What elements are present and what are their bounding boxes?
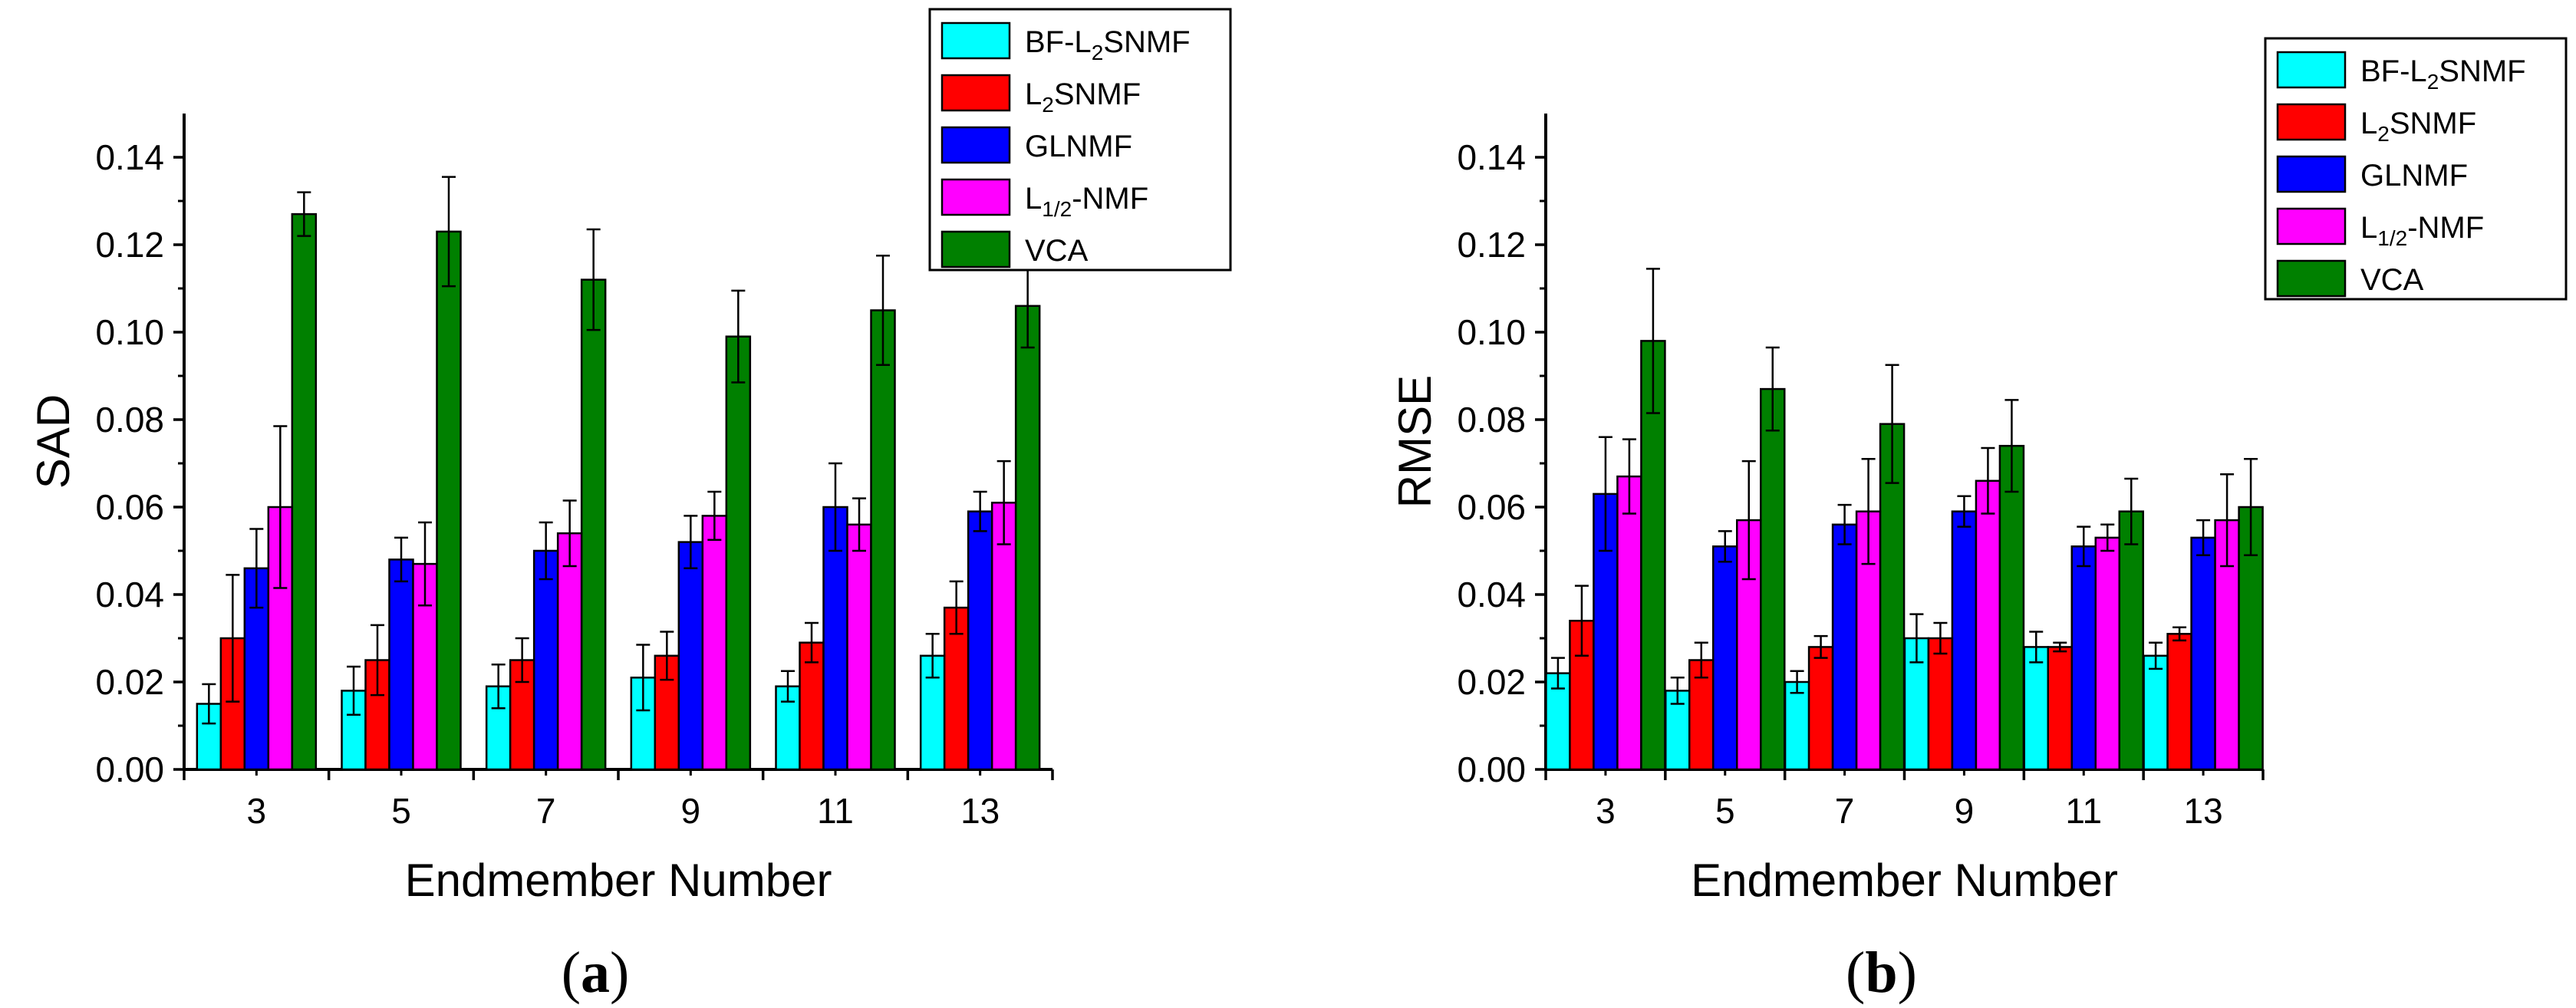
bar-l2snmf [1807,646,1834,771]
legend-label: L2SNMF [1025,77,1141,117]
legend-label: L2SNMF [2360,107,2476,146]
x-tick-label: 11 [817,791,854,831]
bar-l2snmf [2047,646,2073,771]
y-axis-title: RMSE [1389,375,1441,508]
bar-glnmf [2190,536,2216,771]
legend-swatch [2276,207,2347,245]
bar-l1-2-nmf [1616,475,1642,771]
bar-vca [1014,305,1041,771]
legend-swatch [940,178,1011,216]
bar-l2snmf [1927,637,1954,771]
bar-bf-l2snmf [2143,654,2169,771]
x-tick-label: 11 [2065,791,2102,831]
bar-l1-2-nmf [556,532,583,771]
y-tick-label: 0.14 [1457,137,1526,177]
y-tick-label: 0.12 [1457,225,1526,265]
bar-vca [1879,423,1906,771]
y-tick-label: 0.00 [95,749,164,789]
y-tick-label: 0.06 [95,487,164,527]
x-tick-label: 7 [1835,791,1855,831]
legend-label: BF-L2SNMF [1025,25,1191,64]
legend-label: L1/2-NMF [1025,182,1148,221]
bar-glnmf [1831,523,1858,771]
bar-l1-2-nmf [701,515,728,771]
bar-vca [1760,387,1786,771]
bar-l1-2-nmf [1975,479,2001,771]
bar-vca [2118,510,2144,771]
bar-vca [291,212,318,771]
bar-vca [870,309,896,771]
y-tick-label: 0.00 [1457,749,1526,789]
legend-swatch [2276,259,2347,298]
y-tick-label: 0.06 [1457,487,1526,527]
y-tick-label: 0.12 [95,225,164,265]
bar-vca [1998,444,2025,771]
bar-bf-l2snmf [2023,646,2049,771]
y-tick-label: 0.08 [1457,400,1526,440]
bar-l2snmf [2166,633,2192,771]
x-tick-label: 5 [391,791,411,831]
panel-caption: (a) [562,940,630,1005]
bar-l1-2-nmf [990,502,1017,771]
panel-b-rmse-chart: 0.00 0.02 0.04 0.06 0.08 0.10 0.12 0.14 3 5 7 9 11 13… [1389,37,2568,1005]
x-tick-label: 13 [2183,791,2222,831]
x-tick-label: 13 [960,791,1000,831]
x-axis-title: Endmember Number [1691,855,2118,906]
y-tick-label: 0.02 [1457,662,1526,702]
y-tick-label: 0.02 [95,662,164,702]
bar-l2snmf [799,641,825,771]
x-tick-label: 3 [247,791,267,831]
bar-bf-l2snmf [1784,680,1810,771]
legend: BF-L2SNMF L2SNMF GLNMF L1/2-NMF VCA [2264,37,2568,301]
legend-swatch [2276,155,2347,193]
y-axis-title: SAD [28,394,79,489]
y-tick-label: 0.04 [95,575,164,614]
bar-glnmf [2070,545,2097,771]
x-axis-title: Endmember Number [405,855,832,906]
bar-vca [580,278,607,771]
legend-swatch [940,21,1011,60]
bar-glnmf [967,510,993,771]
legend-label: GLNMF [1025,130,1132,163]
x-tick-label: 5 [1715,791,1735,831]
bar-l1-2-nmf [2094,536,2120,771]
bar-bf-l2snmf [630,677,657,771]
legend-swatch [2276,51,2347,89]
bar-glnmf [1712,545,1738,771]
bar-l2snmf [654,654,680,771]
bar-l1-2-nmf [846,523,872,771]
y-tick-label: 0.10 [1457,312,1526,352]
x-tick-label: 9 [1955,791,1975,831]
legend-swatch [940,230,1011,268]
y-tick-label: 0.14 [95,137,164,177]
legend-label: VCA [1025,234,1089,268]
legend-swatch [940,126,1011,164]
legend-label: BF-L2SNMF [2360,54,2526,94]
panel-a-sad-chart: 0.00 0.02 0.04 0.06 0.08 0.10 0.12 0.14 3 5 7 9 11 13… [28,8,1232,1005]
panel-caption: (b) [1846,940,1917,1005]
bar-glnmf [388,558,414,771]
bar-glnmf [677,541,704,771]
x-tick-label: 7 [536,791,556,831]
x-tick-label: 9 [681,791,701,831]
legend-label: L1/2-NMF [2360,211,2484,250]
y-tick-label: 0.04 [1457,575,1526,614]
bar-glnmf [532,549,559,771]
bar-vca [725,335,752,771]
legend-swatch [2276,103,2347,141]
legend-swatch [940,74,1011,112]
y-tick-label: 0.10 [95,312,164,352]
bar-glnmf [1951,510,1978,771]
y-tick-label: 0.08 [95,400,164,440]
legend: BF-L2SNMF L2SNMF GLNMF L1/2-NMF VCA [928,8,1232,272]
legend-label: GLNMF [2360,159,2468,193]
legend-label: VCA [2360,263,2424,297]
bar-vca [436,230,462,771]
x-tick-label: 3 [1596,791,1616,831]
